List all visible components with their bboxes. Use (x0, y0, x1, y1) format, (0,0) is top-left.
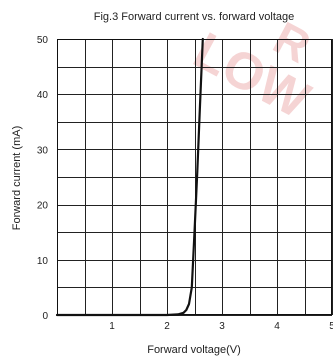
series-layer (55, 37, 204, 317)
y-tick-label: 30 (37, 145, 49, 156)
y-tick-labels: 0 10 20 30 40 50 (37, 35, 49, 322)
y-tick-label: 0 (42, 311, 48, 322)
grid (57, 39, 333, 316)
chart-title: Fig.3 Forward current vs. forward voltag… (94, 11, 295, 23)
x-axis-label: Forward voltage(V) (147, 344, 241, 356)
y-tick-label: 50 (37, 35, 49, 46)
plot-frame (57, 39, 332, 315)
x-tick-label: 1 (109, 321, 115, 332)
x-tick-label: 4 (274, 321, 280, 332)
x-tick-label: 2 (164, 321, 170, 332)
x-tick-labels: 1 2 3 4 5 (109, 321, 333, 332)
y-axis-label: Forward current (mA) (11, 126, 23, 231)
forward-current-curve (55, 37, 204, 317)
y-tick-label: 10 (37, 256, 49, 267)
y-tick-label: 40 (37, 90, 49, 101)
x-tick-label: 3 (219, 321, 225, 332)
y-tick-label: 20 (37, 201, 49, 212)
x-tick-label: 5 (329, 321, 333, 332)
